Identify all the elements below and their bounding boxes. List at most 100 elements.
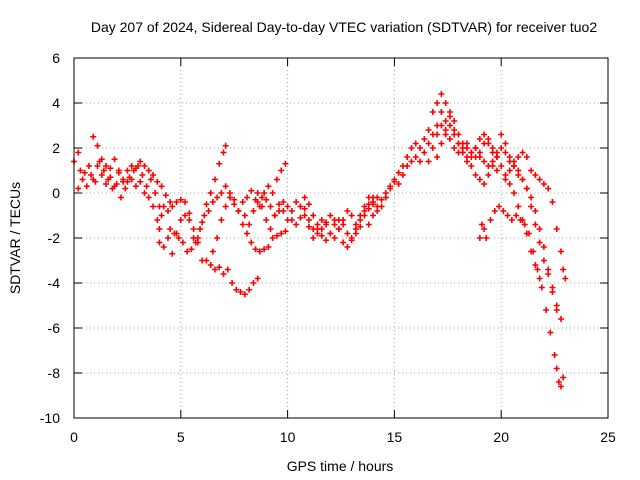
data-point xyxy=(519,149,526,156)
data-point xyxy=(224,266,231,273)
data-point xyxy=(186,210,193,217)
data-point xyxy=(145,194,152,201)
series-arc-16 xyxy=(502,149,569,282)
data-point xyxy=(370,201,377,208)
data-point xyxy=(558,248,565,255)
series-arc-7 xyxy=(209,160,289,255)
data-point xyxy=(258,194,265,201)
data-point xyxy=(344,208,351,214)
data-point xyxy=(536,239,543,246)
data-point xyxy=(278,230,285,237)
data-point xyxy=(156,226,163,232)
data-point xyxy=(506,181,513,187)
data-point xyxy=(532,221,539,228)
data-point xyxy=(79,176,86,183)
data-point xyxy=(209,199,216,205)
data-point xyxy=(318,232,325,239)
data-point xyxy=(370,212,377,219)
data-point xyxy=(258,203,265,210)
series-arc-6 xyxy=(167,183,289,255)
data-point xyxy=(271,212,278,219)
data-point xyxy=(171,230,178,237)
data-point xyxy=(532,208,539,214)
data-point xyxy=(417,145,424,151)
data-point xyxy=(100,167,107,174)
data-point xyxy=(485,163,492,169)
data-point xyxy=(560,266,567,273)
data-point xyxy=(265,244,272,250)
data-point xyxy=(305,223,312,230)
data-point xyxy=(297,214,304,221)
data-point xyxy=(472,145,479,151)
data-point xyxy=(184,248,191,255)
data-point xyxy=(399,172,406,178)
data-point xyxy=(344,244,351,250)
x-tick-label: 0 xyxy=(70,429,78,445)
data-point xyxy=(378,196,385,203)
data-point xyxy=(352,230,359,237)
data-point xyxy=(150,172,157,178)
data-point xyxy=(233,286,240,293)
data-point xyxy=(252,246,259,253)
data-point xyxy=(263,196,270,203)
data-point xyxy=(483,235,490,241)
data-point xyxy=(192,239,199,246)
data-point xyxy=(508,217,515,223)
data-point xyxy=(434,154,441,160)
data-point xyxy=(489,158,496,165)
data-point xyxy=(267,203,274,210)
data-point xyxy=(201,212,208,219)
data-point xyxy=(158,212,165,219)
data-point xyxy=(515,154,522,160)
data-point xyxy=(323,237,330,244)
data-point xyxy=(459,149,466,156)
data-point xyxy=(143,183,150,190)
series-arc-5 xyxy=(160,142,229,241)
data-point xyxy=(451,145,458,151)
data-point xyxy=(81,169,88,176)
data-point xyxy=(293,221,300,228)
series-arc-12 xyxy=(417,91,543,282)
data-point xyxy=(378,203,385,210)
data-point xyxy=(145,167,152,174)
data-point xyxy=(493,167,500,174)
data-point xyxy=(543,307,550,313)
data-point xyxy=(293,199,300,205)
series-arc-3 xyxy=(90,133,174,205)
y-tick-label: -8 xyxy=(48,365,61,381)
data-point xyxy=(331,235,338,241)
data-point xyxy=(502,176,509,183)
data-point xyxy=(220,149,227,156)
y-tick-label: -2 xyxy=(48,230,61,246)
data-point xyxy=(464,140,471,147)
data-point xyxy=(177,196,184,203)
data-point xyxy=(549,199,556,205)
data-point xyxy=(374,208,381,214)
data-point xyxy=(94,142,101,149)
data-point xyxy=(132,165,139,172)
y-tick-label: 2 xyxy=(52,140,60,156)
data-point xyxy=(515,167,522,174)
data-point xyxy=(327,230,334,237)
data-point xyxy=(451,118,458,124)
data-point xyxy=(250,208,257,214)
data-point xyxy=(220,271,227,277)
data-point xyxy=(88,172,95,178)
data-point xyxy=(288,217,295,223)
data-point xyxy=(425,140,432,147)
data-point xyxy=(485,172,492,178)
data-point xyxy=(534,266,541,273)
data-point xyxy=(169,250,176,257)
data-point xyxy=(209,248,216,255)
data-point xyxy=(124,178,131,185)
data-point xyxy=(318,217,325,223)
data-point xyxy=(267,226,274,232)
data-point xyxy=(485,140,492,147)
data-point xyxy=(365,194,372,201)
data-point xyxy=(214,235,221,241)
data-point xyxy=(126,174,133,181)
x-tick-label: 20 xyxy=(493,429,509,445)
data-point xyxy=(374,194,381,201)
y-tick-label: -4 xyxy=(48,275,61,291)
